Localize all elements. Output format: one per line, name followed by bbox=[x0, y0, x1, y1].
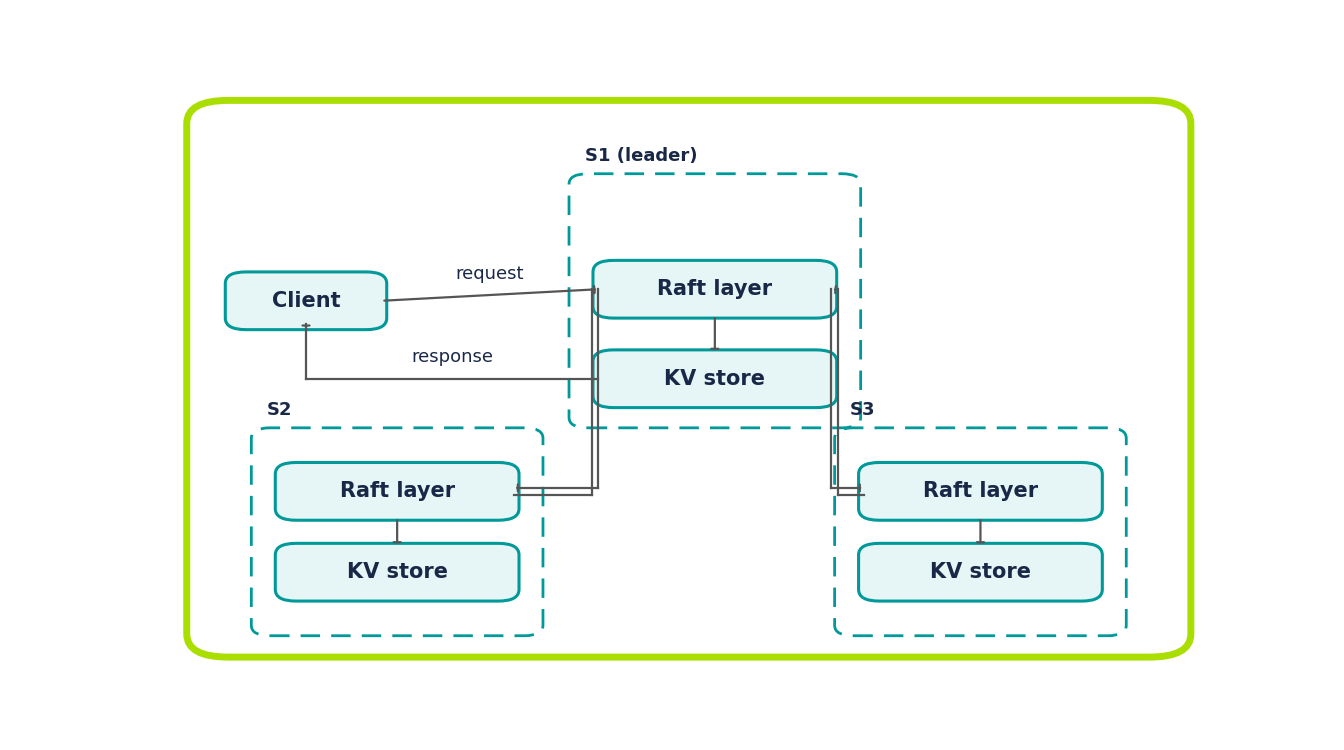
FancyBboxPatch shape bbox=[276, 543, 519, 601]
FancyBboxPatch shape bbox=[226, 272, 387, 330]
FancyBboxPatch shape bbox=[593, 260, 837, 318]
FancyBboxPatch shape bbox=[593, 350, 837, 408]
FancyBboxPatch shape bbox=[859, 463, 1102, 520]
Text: S1 (leader): S1 (leader) bbox=[585, 147, 698, 165]
FancyBboxPatch shape bbox=[276, 463, 519, 520]
Text: response: response bbox=[411, 348, 493, 366]
Text: S3: S3 bbox=[851, 401, 876, 419]
Text: KV store: KV store bbox=[347, 562, 448, 582]
Text: Raft layer: Raft layer bbox=[340, 482, 454, 501]
Text: KV store: KV store bbox=[664, 369, 765, 388]
Text: KV store: KV store bbox=[930, 562, 1031, 582]
Text: Client: Client bbox=[271, 291, 340, 310]
Text: request: request bbox=[456, 266, 524, 284]
Text: Raft layer: Raft layer bbox=[657, 279, 773, 299]
FancyBboxPatch shape bbox=[187, 100, 1191, 657]
Text: Raft layer: Raft layer bbox=[923, 482, 1038, 501]
Text: S2: S2 bbox=[267, 401, 293, 419]
FancyBboxPatch shape bbox=[859, 543, 1102, 601]
